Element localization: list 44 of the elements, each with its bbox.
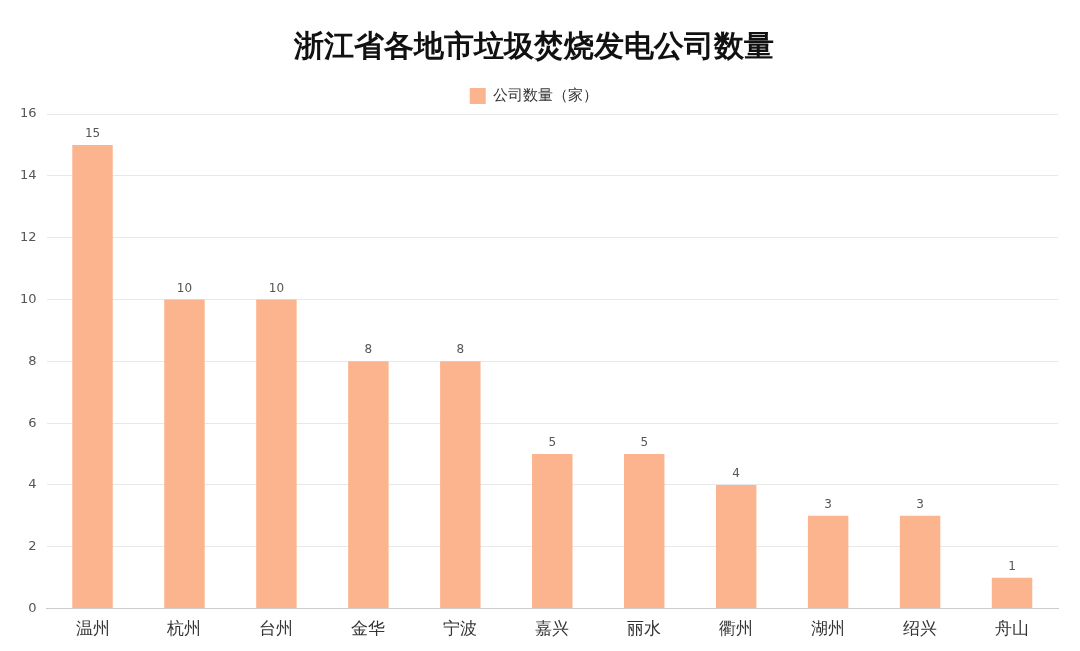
bar	[532, 454, 573, 609]
y-tick-label: 10	[20, 290, 37, 306]
x-tick-label: 舟山	[995, 618, 1030, 639]
data-label: 8	[364, 342, 373, 357]
data-label: 10	[268, 280, 285, 295]
y-tick-label: 2	[28, 538, 37, 554]
y-tick-label: 6	[28, 414, 37, 430]
data-label: 4	[732, 466, 740, 481]
x-tick-label: 温州	[75, 618, 110, 639]
x-tick-label: 台州	[259, 618, 294, 639]
data-label: 3	[824, 496, 832, 511]
data-label: 10	[176, 280, 193, 295]
y-tick-label: 14	[20, 167, 37, 183]
x-tick-label: 绍兴	[903, 618, 938, 639]
x-tick-label: 衢州	[719, 618, 754, 639]
chart-title: 浙江省各地市垃圾焚烧发电公司数量	[293, 27, 774, 63]
x-tick-label: 金华	[351, 618, 386, 639]
bar	[991, 577, 1033, 609]
bar	[348, 361, 389, 609]
data-label: 3	[916, 496, 924, 511]
x-tick-label: 嘉兴	[535, 618, 570, 639]
y-tick-label: 16	[20, 105, 37, 121]
legend-label: 公司数量（家）	[493, 85, 599, 104]
bar	[256, 299, 297, 609]
bar	[715, 484, 757, 609]
y-tick-label: 8	[28, 352, 37, 368]
bar	[440, 361, 481, 609]
x-tick-label: 湖州	[811, 618, 846, 639]
x-tick-label: 宁波	[443, 618, 478, 639]
data-label: 5	[548, 435, 557, 450]
x-tick-label: 杭州	[166, 618, 202, 639]
bar	[807, 515, 849, 609]
bar	[899, 515, 941, 609]
x-tick-label: 丽水	[627, 618, 662, 639]
data-label: 1	[1008, 558, 1016, 573]
data-label: 8	[456, 342, 465, 357]
y-tick-label: 4	[28, 476, 37, 492]
data-label: 15	[84, 126, 101, 141]
bar	[623, 454, 665, 609]
bar	[72, 144, 113, 609]
bar	[164, 299, 205, 609]
data-label: 5	[640, 435, 649, 450]
y-tick-label: 0	[28, 599, 37, 615]
y-tick-label: 12	[20, 229, 37, 245]
